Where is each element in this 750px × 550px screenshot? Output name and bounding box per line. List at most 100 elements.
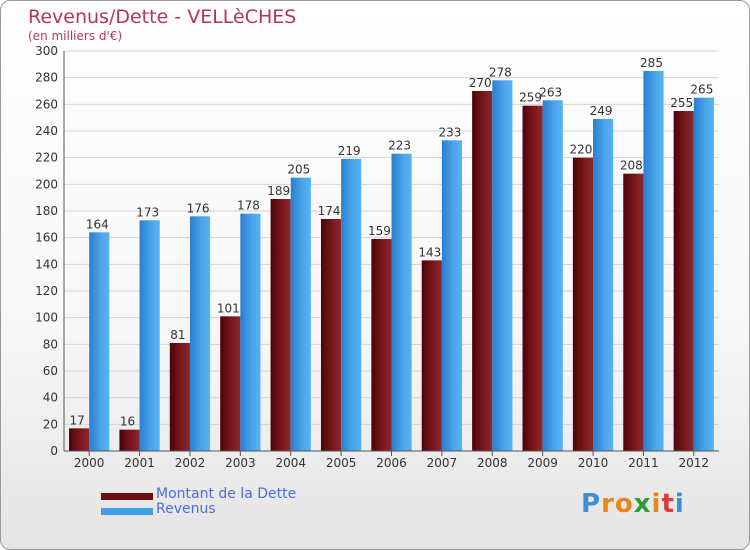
y-tick-label: 40 [43,391,58,405]
bar-revenue [693,97,714,452]
data-label-debt: 259 [519,91,542,105]
bar-debt [421,260,442,451]
data-label-debt: 189 [267,184,290,198]
y-axis: 0 20 40 60 80 100 120 140 160 180 200 220 240 260 280 3… [35,44,65,458]
x-tick-label: 2009 [527,456,558,470]
y-tick-label: 140 [35,257,58,271]
logo-letter: x [633,489,652,519]
data-label-revenue: 205 [287,163,310,177]
y-tick-label: 180 [35,204,58,218]
bar-debt [119,429,140,451]
data-label-debt: 81 [170,328,185,342]
bar-revenue [492,80,513,451]
proxiti-logo: Proxiti [581,489,685,519]
y-tick-label: 20 [43,417,58,431]
legend-swatch-revenue [101,508,153,515]
y-tick-label: 280 [35,71,58,85]
x-tick-label: 2010 [578,456,609,470]
data-label-debt: 17 [69,413,84,427]
x-axis: 2000 2001 2002 2003 2004 2005 2006 2007 2008 2009… [64,450,719,470]
bar-revenue [542,100,563,451]
x-tick-label: 2011 [628,456,659,470]
data-label-revenue: 285 [640,56,663,70]
y-tick-label: 160 [35,231,58,245]
bar-debt [673,111,694,451]
bar-debt [220,316,241,451]
data-label-revenue: 265 [690,83,713,97]
bar-debt [572,157,594,451]
y-tick-label: 100 [35,311,58,325]
data-label-revenue: 173 [136,205,159,219]
data-label-debt: 101 [217,301,240,315]
data-label-debt: 255 [670,96,693,110]
logo-letter: t [661,489,675,519]
bar-revenue [139,220,160,451]
x-tick-label: 2005 [326,456,357,470]
bar-debt [69,428,90,451]
logo-letter: r [601,489,615,519]
x-tick-label: 2008 [477,456,508,470]
y-tick-label: 240 [35,124,58,138]
logo-letter: o [614,489,634,519]
bar-revenue [341,159,362,451]
data-label-revenue: 263 [539,85,562,99]
y-tick-label: 80 [43,337,58,351]
y-tick-label: 0 [50,444,58,458]
data-label-debt: 208 [620,159,643,173]
chart-subtitle: (en milliers d'€) [28,29,123,43]
bar-revenue [391,153,412,451]
bar-debt [472,91,493,451]
x-tick-label: 2006 [376,456,407,470]
bar-revenue [290,177,311,451]
bar-revenue [643,71,664,451]
x-tick-label: 2001 [124,456,155,470]
x-tick-label: 2012 [679,456,710,470]
bar-revenue [240,213,261,451]
bar-revenue [441,140,463,452]
bar-debt [270,199,291,451]
y-tick-label: 60 [43,364,58,378]
y-tick-label: 260 [35,97,58,111]
bar-debt [320,219,342,451]
legend-swatch-debt [101,493,153,500]
data-label-revenue: 176 [187,201,210,215]
chart-title: Revenus/Dette - VELLèCHES [28,6,297,28]
bar-debt [371,239,392,451]
bar-revenue [89,232,110,451]
data-label-debt: 220 [570,143,593,157]
y-tick-label: 120 [35,284,58,298]
x-tick-label: 2004 [275,456,306,470]
logo-letter: P [581,489,602,519]
logo-letter: i [674,489,685,519]
y-tick-label: 300 [35,44,58,58]
data-label-revenue: 219 [338,144,361,158]
x-tick-label: 2000 [74,456,105,470]
data-labels: 17 164 16 173 81 176 101 178 189 205 174 219 159 223 1… [69,56,713,429]
bar-debt [623,173,644,451]
data-label-revenue: 223 [388,139,411,153]
bar-debt [522,105,543,452]
bar-revenue [593,119,614,451]
data-label-revenue: 164 [86,217,109,231]
data-label-debt: 143 [418,245,441,259]
x-tick-label: 2007 [427,456,458,470]
data-label-debt: 174 [318,204,341,218]
data-label-revenue: 278 [489,65,512,79]
logo-letter: i [651,489,662,519]
data-label-revenue: 178 [237,199,260,213]
legend-label-revenue: Revenus [156,501,216,517]
y-tick-label: 200 [35,177,58,191]
data-label-revenue: 233 [439,125,462,139]
data-label-debt: 270 [469,76,492,90]
bar-revenue [189,216,211,451]
data-label-debt: 159 [368,224,391,238]
x-tick-label: 2002 [175,456,206,470]
bar-debt [169,343,190,451]
bars [69,71,714,452]
legend-label-debt: Montant de la Dette [156,486,297,502]
x-tick-label: 2003 [225,456,256,470]
data-label-debt: 16 [120,415,135,429]
data-label-revenue: 249 [590,104,613,118]
